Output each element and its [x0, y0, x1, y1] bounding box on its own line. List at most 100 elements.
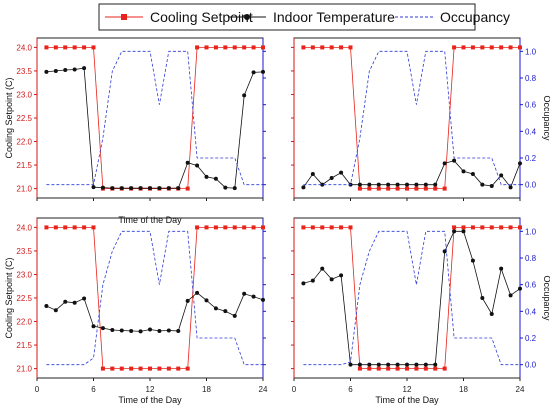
setpoint-point — [232, 45, 237, 50]
indoor-point — [367, 362, 372, 367]
setpoint-point — [185, 186, 190, 191]
setpoint-point — [367, 366, 372, 371]
y-tick-label-right: 0.0 — [525, 181, 537, 190]
series-line-indoor — [303, 230, 521, 366]
setpoint-point — [110, 366, 115, 371]
indoor-point — [119, 186, 124, 191]
y-tick-label-right: 1.0 — [525, 227, 537, 236]
x-axis-label: Time of the Day — [375, 395, 439, 405]
setpoint-point — [405, 186, 409, 191]
indoor-point — [386, 362, 391, 367]
indoor-point — [489, 312, 494, 316]
y-tick-label-left: 22.5 — [16, 294, 32, 303]
setpoint-point — [508, 225, 513, 230]
setpoint-point — [176, 366, 181, 371]
indoor-point — [204, 298, 209, 303]
indoor-point — [157, 186, 162, 191]
setpoint-point — [242, 225, 247, 230]
indoor-point — [213, 176, 218, 181]
indoor-point — [261, 297, 265, 302]
indoor-point — [320, 182, 325, 187]
series-setpoint — [301, 45, 522, 191]
setpoint-point — [376, 186, 381, 191]
setpoint-point — [91, 225, 96, 230]
indoor-point — [405, 362, 409, 367]
setpoint-point — [261, 225, 265, 230]
setpoint-point — [329, 45, 334, 50]
indoor-point — [329, 176, 334, 180]
indoor-point — [489, 184, 494, 188]
panel-top-left: 24.0 23.5 23.0 22.5 22.0 21.5 21.0 Time of the … — [4, 37, 266, 225]
indoor-point — [138, 186, 143, 191]
setpoint-point — [414, 186, 419, 191]
y-axis-label: Cooling Setpoint (C) — [4, 77, 14, 158]
setpoint-point — [480, 225, 485, 230]
indoor-point — [242, 291, 247, 296]
x-tick-label: 0 — [292, 385, 297, 394]
indoor-point — [223, 309, 228, 314]
y-tick-label-right: 0.8 — [525, 254, 537, 263]
series-indoor — [44, 290, 265, 334]
setpoint-point — [357, 366, 362, 371]
indoor-point — [251, 294, 256, 299]
setpoint-point — [442, 366, 447, 371]
setpoint-point — [367, 186, 372, 191]
indoor-point — [480, 182, 485, 187]
setpoint-point — [518, 225, 522, 230]
setpoint-point — [251, 45, 256, 50]
y2-axis-label: Occupancy — [542, 275, 550, 321]
setpoint-point — [452, 45, 457, 50]
setpoint-point — [72, 45, 77, 50]
indoor-point — [72, 300, 77, 305]
y-tick-label-right: 1.0 — [525, 47, 537, 56]
y-tick-label-left: 23.0 — [16, 270, 32, 279]
setpoint-point — [148, 366, 152, 371]
setpoint-point — [357, 186, 362, 191]
setpoint-point — [433, 186, 438, 191]
y-tick-label-right: 0.4 — [525, 127, 537, 136]
indoor-point — [508, 293, 513, 298]
indoor-point — [320, 266, 325, 271]
indoor-point — [44, 304, 49, 308]
x-tick-label: 12 — [146, 385, 155, 394]
series-occupancy — [46, 230, 263, 366]
indoor-point — [339, 170, 344, 175]
series-line-occupancy — [46, 50, 263, 186]
y-tick-label-left: 24.0 — [16, 43, 32, 52]
indoor-point — [110, 186, 115, 191]
x-tick-label: 24 — [259, 385, 268, 394]
indoor-point — [223, 185, 228, 190]
indoor-point — [310, 278, 315, 283]
setpoint-point — [470, 225, 475, 230]
setpoint-point — [72, 225, 77, 230]
setpoint-point — [63, 45, 68, 50]
indoor-point — [470, 172, 475, 176]
setpoint-point — [44, 45, 49, 50]
setpoint-point — [499, 45, 504, 50]
legend-label: Cooling Setpoint — [150, 9, 253, 25]
series-occupancy — [46, 50, 263, 186]
panel-bottom-right: 0 6 12 18 24 1.0 0.8 0.6 0.4 0.2 0.0 Time of the Da… — [291, 217, 550, 405]
indoor-point — [367, 182, 372, 187]
indoor-point — [461, 229, 466, 234]
setpoint-point — [91, 45, 96, 50]
setpoint-point — [376, 366, 381, 371]
y-tick-label-left: 24.0 — [16, 223, 32, 232]
setpoint-point — [329, 225, 334, 230]
indoor-point — [100, 326, 105, 331]
x-tick-label: 12 — [403, 385, 412, 394]
chart-panels: 24.0 23.5 23.0 22.5 22.0 21.5 21.0 Time of the … — [4, 37, 550, 405]
setpoint-point — [301, 225, 306, 230]
setpoint-point — [433, 366, 438, 371]
indoor-point — [148, 186, 152, 191]
y-tick-label-right: 0.6 — [525, 281, 537, 290]
y-tick-label-left: 23.5 — [16, 247, 32, 256]
plot-frame — [293, 217, 521, 379]
series-indoor — [301, 229, 522, 367]
setpoint-point — [129, 366, 134, 371]
legend-item-occupancy: Occupancy — [395, 9, 510, 25]
y-tick-label-right: 0.4 — [525, 307, 537, 316]
y-tick-label-left: 22.0 — [16, 138, 32, 147]
indoor-point — [100, 185, 105, 190]
